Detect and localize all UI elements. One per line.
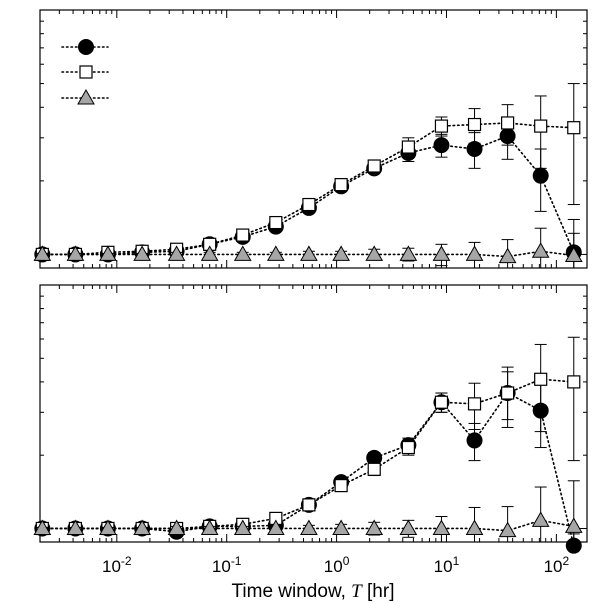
poisson-marker — [200, 519, 219, 535]
poisson-marker — [133, 245, 151, 261]
shuffled-marker — [567, 375, 581, 389]
poisson-marker — [33, 245, 52, 261]
plot-frame — [39, 9, 588, 269]
poisson-marker — [531, 242, 550, 258]
series-poisson — [33, 480, 583, 543]
shuffled-marker — [467, 117, 482, 132]
panel-top — [33, 9, 588, 269]
legend-shuffled-marker — [79, 65, 93, 79]
shuffled-marker — [501, 386, 515, 400]
legend-poisson-marker — [77, 88, 95, 105]
poisson-marker — [300, 519, 318, 535]
shuffled-marker — [534, 372, 548, 386]
poisson-marker — [465, 519, 484, 535]
poisson-marker — [332, 519, 350, 535]
poisson-marker — [233, 519, 252, 535]
shuffled-marker — [467, 397, 482, 411]
series-empirical — [34, 116, 582, 268]
series-shuffled — [35, 336, 581, 536]
shuffled-marker — [367, 462, 381, 476]
legend-empirical-marker — [78, 39, 94, 55]
series-line — [41, 122, 575, 256]
series-line — [41, 391, 575, 547]
poisson-marker — [133, 519, 151, 535]
poisson-marker — [200, 245, 219, 261]
x-tick-exponent: 2 — [562, 554, 569, 568]
poisson-marker — [66, 519, 85, 535]
x-tick-exponent: -2 — [121, 554, 132, 568]
shuffled-marker — [334, 178, 348, 192]
x-tick-exponent: 0 — [343, 554, 350, 568]
x-tick-label: 102 — [544, 554, 570, 576]
panel-bottom — [33, 284, 588, 554]
x-tick-base: 10 — [324, 557, 343, 576]
series-shuffled — [35, 83, 581, 262]
poisson-marker — [99, 245, 117, 261]
poisson-marker — [167, 245, 186, 261]
empirical-marker — [433, 137, 450, 154]
shuffled-marker — [367, 159, 381, 173]
shuffled-marker — [401, 140, 415, 154]
poisson-marker — [399, 245, 418, 261]
shuffled-marker — [334, 479, 348, 493]
poisson-marker — [432, 245, 451, 261]
empirical-marker — [532, 167, 549, 184]
shuffled-marker — [302, 498, 316, 512]
poisson-marker — [33, 519, 52, 535]
shuffled-marker — [236, 228, 250, 242]
x-tick-label: 101 — [434, 554, 460, 576]
poisson-marker — [167, 519, 186, 535]
shuffled-marker — [501, 116, 515, 130]
poisson-marker — [531, 511, 550, 527]
poisson-marker — [399, 519, 418, 535]
x-tick-base: 10 — [102, 557, 121, 576]
empirical-marker — [466, 432, 483, 449]
legend — [61, 39, 109, 105]
poisson-marker — [233, 245, 252, 261]
shuffled-marker — [434, 395, 449, 409]
shuffled-marker — [401, 440, 415, 455]
poisson-marker — [432, 519, 451, 535]
x-tick-label: 10-1 — [212, 554, 242, 576]
x-tick-base: 10 — [212, 557, 231, 576]
poisson-marker — [465, 245, 484, 261]
series-line — [41, 135, 575, 256]
poisson-marker — [66, 245, 85, 261]
x-axis-label-part: T — [351, 581, 363, 602]
poisson-marker — [365, 519, 384, 535]
poisson-marker — [365, 245, 384, 261]
x-tick-label: 10-2 — [102, 554, 132, 576]
x-axis-label-part: [hr] — [362, 581, 395, 602]
shuffled-marker — [302, 197, 316, 212]
poisson-marker — [266, 519, 285, 535]
poisson-marker — [332, 245, 350, 261]
poisson-marker — [99, 519, 117, 535]
x-tick-base: 10 — [434, 557, 453, 576]
x-tick-exponent: -1 — [231, 554, 242, 568]
x-axis-label-part: Time window, — [232, 581, 352, 602]
shuffled-marker — [269, 215, 283, 230]
poisson-marker — [498, 521, 517, 538]
x-tick-label: 100 — [324, 554, 350, 576]
x-tick-exponent: 1 — [453, 554, 460, 568]
poisson-marker — [266, 245, 285, 261]
x-axis-label: Time window, T [hr] — [232, 581, 395, 602]
shuffled-marker — [434, 119, 449, 133]
x-tick-base: 10 — [544, 557, 563, 576]
series-poisson — [33, 218, 583, 269]
shuffled-marker — [567, 121, 581, 135]
poisson-marker — [498, 247, 517, 264]
poisson-marker — [300, 245, 318, 261]
poisson-marker — [564, 517, 583, 533]
plot-frame — [39, 284, 588, 543]
shuffled-marker — [534, 119, 548, 133]
poisson-marker — [564, 246, 583, 262]
